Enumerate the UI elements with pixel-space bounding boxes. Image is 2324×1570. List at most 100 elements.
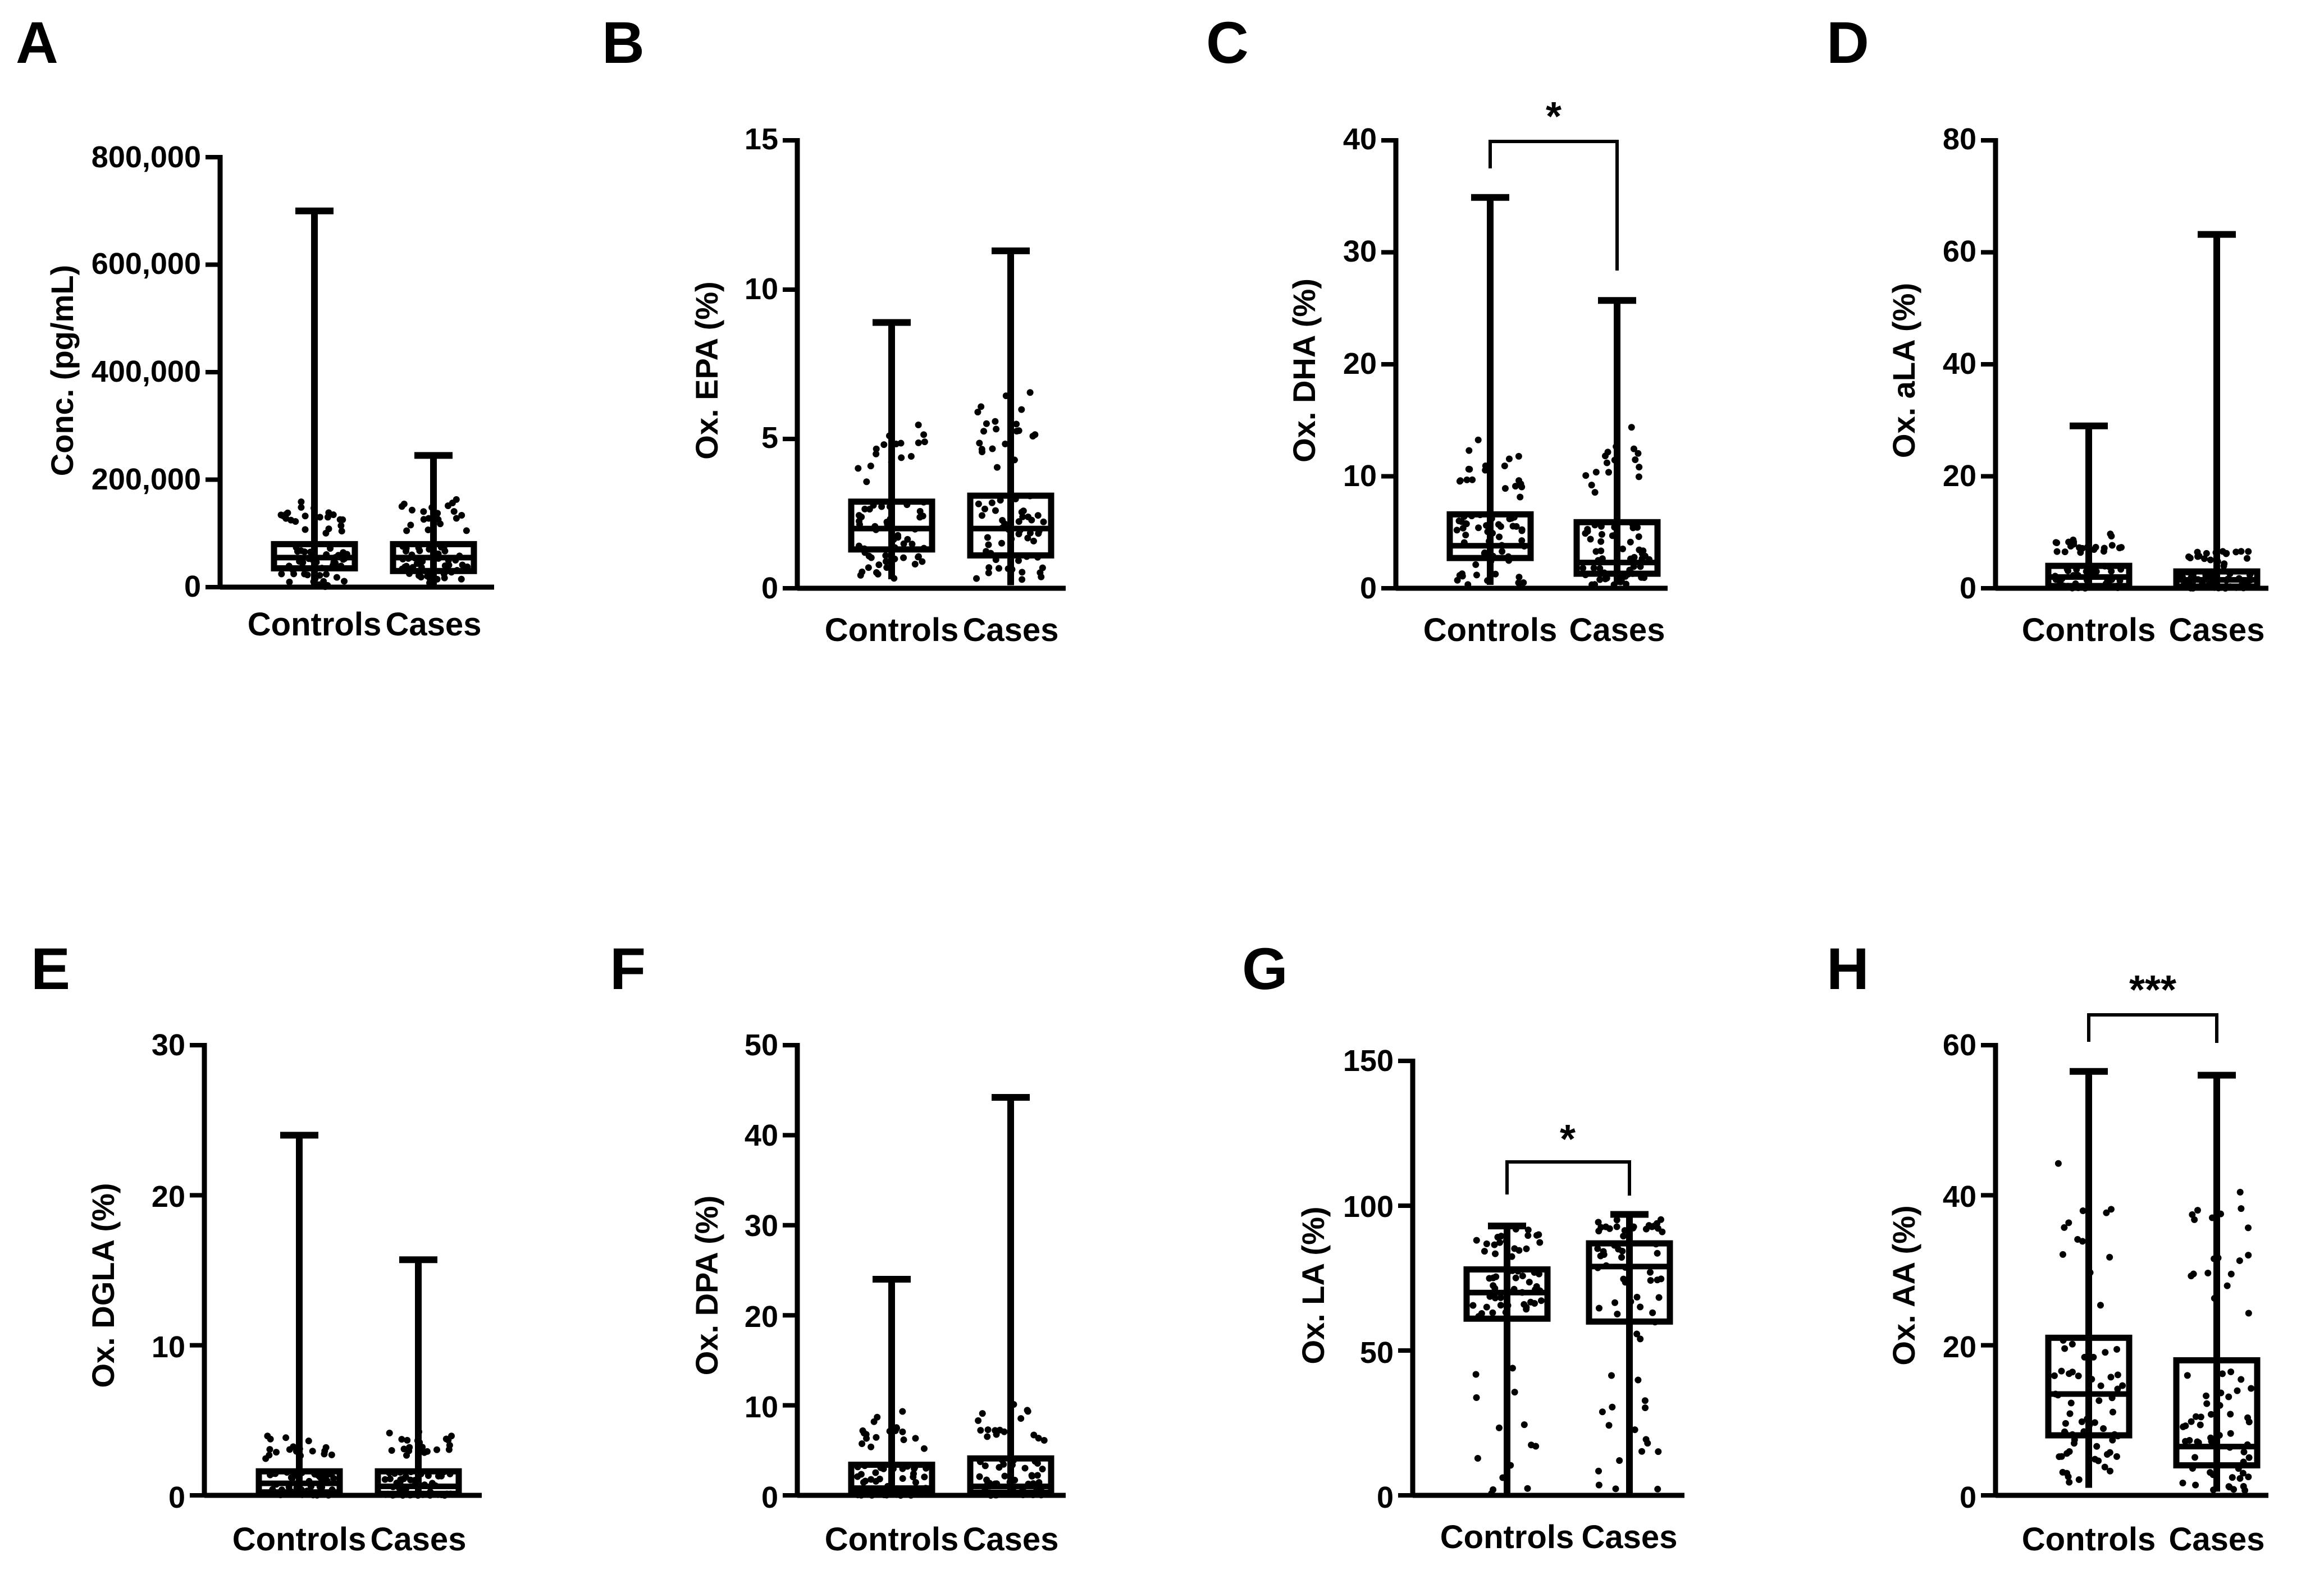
- data-point: [1537, 1297, 1545, 1304]
- data-point: [2108, 1394, 2116, 1402]
- data-point: [1533, 1232, 1540, 1239]
- data-point: [2238, 548, 2245, 555]
- data-point: [2243, 555, 2250, 562]
- data-point: [1002, 440, 1009, 447]
- y-tick-label: 150: [1343, 1044, 1394, 1078]
- box-iqr: [2045, 1334, 2133, 1439]
- data-point: [426, 1491, 433, 1499]
- data-point: [338, 528, 345, 535]
- data-point: [289, 566, 296, 574]
- data-point: [297, 1452, 304, 1459]
- y-tick-label: 20: [745, 1300, 778, 1334]
- data-point: [2245, 1473, 2252, 1481]
- data-point: [891, 555, 898, 562]
- data-point: [1496, 533, 1503, 541]
- data-point: [912, 1479, 919, 1486]
- data-point: [1501, 485, 1509, 492]
- data-point: [2214, 558, 2221, 565]
- panel-h: H Ox. AA (%) 60 40 20 0 *** Controls Cas…: [1827, 936, 2264, 1558]
- data-point: [448, 569, 455, 576]
- data-point: [2066, 1479, 2073, 1486]
- data-point: [1015, 530, 1022, 538]
- data-point: [1634, 1376, 1642, 1384]
- data-point: [298, 1469, 305, 1476]
- data-point: [1021, 1464, 1029, 1472]
- data-point: [875, 561, 883, 569]
- data-point: [978, 512, 985, 519]
- data-point: [2194, 553, 2202, 560]
- data-point: [1015, 518, 1022, 525]
- data-point: [861, 1462, 869, 1470]
- data-point: [1010, 1484, 1017, 1491]
- significance-label: ***: [2129, 968, 2176, 1013]
- data-point: [988, 499, 996, 506]
- data-point: [1647, 1277, 1654, 1284]
- data-point: [2223, 550, 2230, 557]
- data-point: [2059, 1468, 2066, 1476]
- data-point: [2093, 1443, 2101, 1450]
- data-point: [2224, 575, 2231, 583]
- data-point: [1592, 548, 1600, 555]
- data-point: [2182, 1422, 2189, 1430]
- y-tick-label: 50: [1360, 1336, 1394, 1370]
- data-point: [450, 508, 458, 515]
- data-point: [923, 1464, 930, 1472]
- data-point: [1494, 1234, 1501, 1241]
- data-point: [404, 1436, 411, 1444]
- data-point: [975, 500, 982, 507]
- data-point: [1464, 581, 1472, 588]
- data-point: [2113, 1453, 2120, 1460]
- data-point: [1631, 553, 1638, 561]
- data-point: [2060, 1336, 2067, 1344]
- y-tick-label: 10: [152, 1330, 185, 1364]
- panel-c: C Ox. DHA (%) 40 30 20 10 0 * Controls C…: [1206, 10, 1665, 648]
- data-point: [985, 569, 992, 576]
- data-point: [1517, 480, 1524, 488]
- significance-bracket: [1489, 140, 1619, 271]
- data-point: [2071, 1436, 2078, 1444]
- data-point: [1484, 577, 1491, 584]
- data-point: [992, 418, 999, 425]
- y-tick-label: 15: [745, 122, 778, 156]
- data-point: [417, 559, 424, 566]
- data-point: [857, 1491, 865, 1499]
- data-point: [1469, 476, 1476, 483]
- data-point: [2225, 1393, 2232, 1400]
- data-point: [904, 1463, 911, 1470]
- data-point: [1509, 523, 1517, 530]
- data-point: [1013, 420, 1020, 428]
- data-point: [1505, 455, 1513, 463]
- data-point: [2189, 584, 2196, 591]
- data-point: [1642, 1225, 1650, 1233]
- data-point: [2114, 1385, 2121, 1393]
- data-point: [393, 1480, 400, 1487]
- data-point: [307, 1483, 314, 1490]
- data-point: [2119, 1382, 2126, 1389]
- data-point: [1524, 1232, 1532, 1239]
- data-point: [388, 1447, 395, 1454]
- data-point: [399, 1491, 407, 1499]
- y-tick-label: 0: [761, 1481, 778, 1514]
- data-point: [885, 432, 893, 440]
- data-point: [1617, 578, 1624, 585]
- data-point: [2223, 1282, 2231, 1289]
- data-point: [2245, 582, 2252, 589]
- panel-letter: A: [16, 10, 58, 76]
- data-point: [2197, 1421, 2204, 1429]
- data-point: [400, 1445, 408, 1453]
- data-point: [882, 552, 889, 559]
- data-point: [415, 544, 422, 552]
- data-point: [2225, 1483, 2232, 1490]
- data-point: [2207, 556, 2214, 564]
- y-tick-label: 60: [1943, 235, 1976, 268]
- data-point: [2083, 568, 2090, 575]
- data-point: [333, 574, 340, 581]
- data-point: [1002, 392, 1010, 400]
- data-point: [1011, 456, 1018, 464]
- data-point: [1659, 1228, 1666, 1235]
- data-point: [2197, 1413, 2204, 1421]
- data-point: [899, 1428, 906, 1435]
- data-point: [861, 505, 869, 512]
- data-point: [1649, 1309, 1656, 1316]
